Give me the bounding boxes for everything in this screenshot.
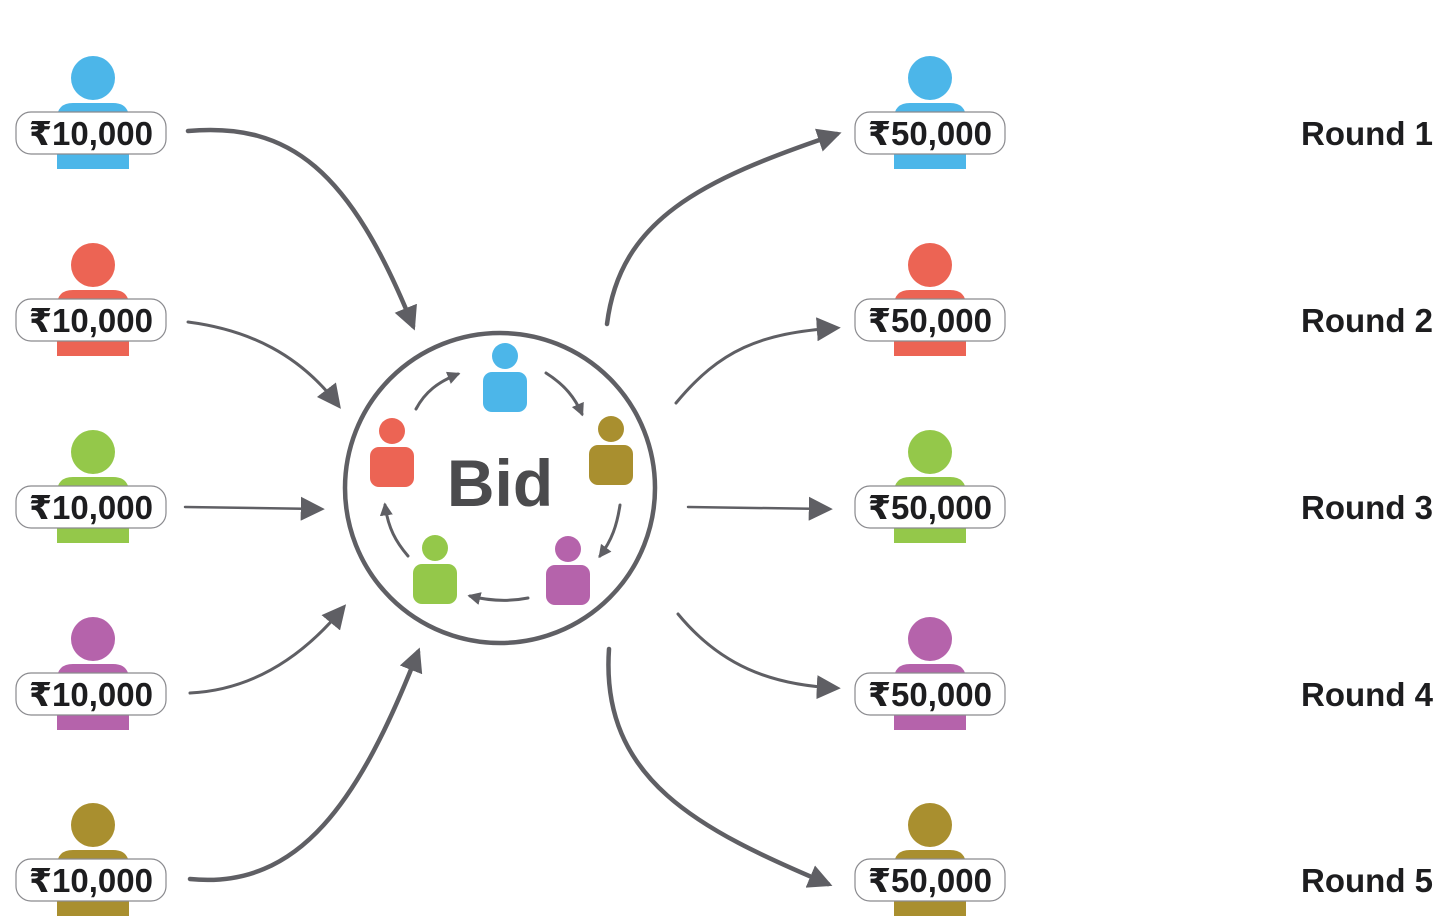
contribution-row: ₹10,000 <box>15 56 167 169</box>
amount-value: ₹10,000 <box>29 115 153 152</box>
payouts-column: ₹50,000 Round 1 ₹50,000 Round 2 ₹50,000 Round… <box>854 56 1434 916</box>
person-head <box>71 430 115 474</box>
person-head <box>908 803 952 847</box>
payout-row: ₹50,000 Round 5 <box>854 803 1433 916</box>
payout-row: ₹50,000 Round 4 <box>854 617 1434 730</box>
person-icon <box>413 535 457 604</box>
person-head <box>908 243 952 287</box>
payout-row: ₹50,000 Round 3 <box>854 430 1433 543</box>
person-head <box>555 536 581 562</box>
amount-badge: ₹10,000 <box>15 111 167 155</box>
rotation-arrow-1 <box>544 371 584 417</box>
amount-value: ₹50,000 <box>868 115 992 152</box>
amount-value: ₹10,000 <box>29 302 153 339</box>
person-head <box>422 535 448 561</box>
amount-value: ₹10,000 <box>29 676 153 713</box>
rotation-arrow-2 <box>598 503 622 559</box>
person-head <box>908 617 952 661</box>
amount-value: ₹50,000 <box>868 676 992 713</box>
rotation-arrow-4 <box>379 502 410 558</box>
amount-badge: ₹50,000 <box>854 858 1006 902</box>
arrow-in-3 <box>183 496 325 521</box>
person-icon <box>589 416 633 485</box>
circle-members <box>370 343 633 605</box>
contributions-column: ₹10,000 ₹10,000 ₹10,000 ₹10,000 ₹10,000 <box>15 56 167 916</box>
arrow-out-2 <box>674 317 841 405</box>
payout-row: ₹50,000 Round 1 <box>854 56 1433 169</box>
person-body <box>483 372 527 412</box>
amount-badge: ₹10,000 <box>15 858 167 902</box>
person-head <box>598 416 624 442</box>
contribution-row: ₹10,000 <box>15 430 167 543</box>
amount-badge-frame <box>854 298 1006 342</box>
rotation-arrow-3 <box>467 592 530 605</box>
person-head <box>908 430 952 474</box>
round-label: Round 4 <box>1301 676 1434 713</box>
amount-badge-frame <box>854 485 1006 529</box>
arrow-in-4 <box>188 604 347 695</box>
rotation-arrow-5 <box>414 371 461 411</box>
person-body <box>413 564 457 604</box>
person-head <box>71 243 115 287</box>
round-label: Round 5 <box>1301 862 1433 899</box>
person-head <box>492 343 518 369</box>
arrow-out-3 <box>686 496 833 521</box>
amount-badge: ₹50,000 <box>854 111 1006 155</box>
arrow-out-4 <box>676 612 841 700</box>
contribution-row: ₹10,000 <box>15 617 167 730</box>
arrow-in-5 <box>187 647 423 883</box>
bid-circle: Bid <box>342 330 658 646</box>
amount-value: ₹50,000 <box>868 489 992 526</box>
contribution-arrows <box>183 127 423 883</box>
amount-badge-frame <box>854 672 1006 716</box>
amount-value: ₹10,000 <box>29 862 153 899</box>
amount-badge: ₹10,000 <box>15 672 167 716</box>
person-head <box>71 56 115 100</box>
amount-badge-frame <box>15 298 167 342</box>
person-head <box>71 617 115 661</box>
bid-label: Bid <box>447 446 553 520</box>
payout-row: ₹50,000 Round 2 <box>854 243 1433 356</box>
rotation-arrows <box>379 371 622 605</box>
person-head <box>71 803 115 847</box>
amount-badge: ₹50,000 <box>854 672 1006 716</box>
contribution-row: ₹10,000 <box>15 243 167 356</box>
arrow-in-1 <box>185 127 417 331</box>
person-body <box>589 445 633 485</box>
amount-badge-frame <box>15 485 167 529</box>
amount-value: ₹50,000 <box>868 302 992 339</box>
person-head <box>908 56 952 100</box>
amount-badge-frame <box>15 858 167 902</box>
amount-value: ₹50,000 <box>868 862 992 899</box>
amount-badge-frame <box>15 111 167 155</box>
person-icon <box>370 418 414 487</box>
round-label: Round 2 <box>1301 302 1433 339</box>
amount-badge-frame <box>15 672 167 716</box>
arrow-in-2 <box>186 320 341 409</box>
contribution-row: ₹10,000 <box>15 803 167 916</box>
person-icon <box>546 536 590 605</box>
person-head <box>379 418 405 444</box>
person-body <box>370 447 414 487</box>
arrow-out-1 <box>604 128 842 327</box>
arrow-out-5 <box>606 646 833 888</box>
amount-badge: ₹10,000 <box>15 485 167 529</box>
round-label: Round 3 <box>1301 489 1433 526</box>
amount-badge: ₹50,000 <box>854 485 1006 529</box>
person-icon <box>483 343 527 412</box>
amount-value: ₹10,000 <box>29 489 153 526</box>
payout-arrows <box>604 128 842 888</box>
round-label: Round 1 <box>1301 115 1433 152</box>
amount-badge-frame <box>854 858 1006 902</box>
person-body <box>546 565 590 605</box>
amount-badge: ₹50,000 <box>854 298 1006 342</box>
amount-badge-frame <box>854 111 1006 155</box>
amount-badge: ₹10,000 <box>15 298 167 342</box>
